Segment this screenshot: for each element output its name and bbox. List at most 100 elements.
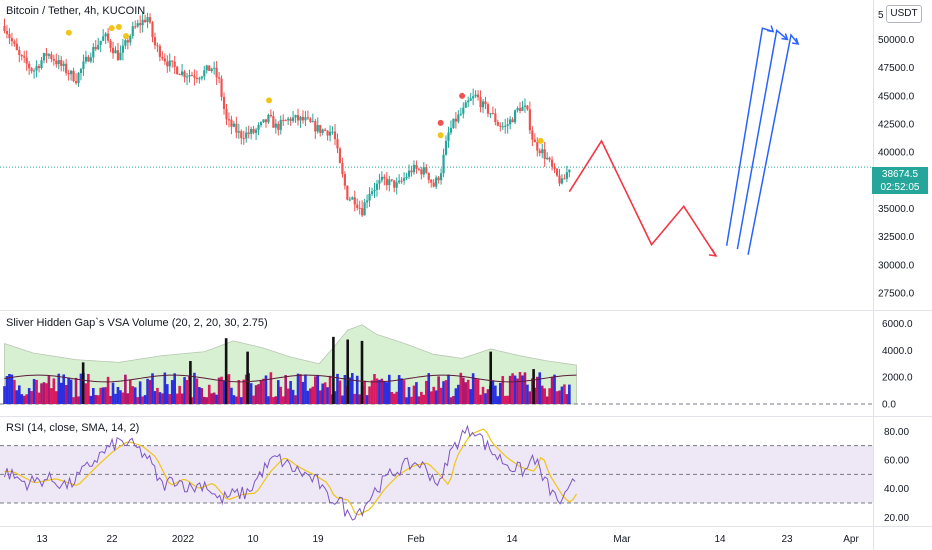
candle-body — [358, 207, 361, 209]
volume-bar — [476, 379, 480, 404]
volume-bar — [272, 397, 275, 404]
volume-bar — [133, 387, 137, 404]
volume-bar — [249, 383, 253, 404]
volume-bar — [503, 395, 507, 404]
volume-bar — [494, 385, 497, 404]
candle-body — [20, 55, 23, 57]
volume-bar — [385, 382, 389, 404]
price-tick-label: 30000.0 — [878, 260, 915, 271]
volume-bar — [291, 389, 295, 404]
candle-body — [299, 116, 302, 121]
volume-bar — [392, 393, 396, 404]
candle-body — [72, 70, 75, 82]
volume-bar — [62, 374, 65, 404]
candle-body — [274, 123, 277, 128]
candle-body — [489, 113, 492, 115]
volume-bar — [350, 373, 354, 404]
volume-bar — [17, 385, 21, 404]
volume-spike-bar — [189, 361, 192, 404]
volume-bar — [254, 385, 258, 404]
volume-bar — [259, 380, 263, 404]
volume-bar — [101, 387, 105, 404]
time-tick-label: Mar — [613, 534, 631, 545]
candle-body — [309, 118, 312, 122]
currency-badge[interactable]: USDT — [886, 5, 922, 23]
candle-body — [375, 183, 379, 190]
volume-bar — [474, 378, 477, 404]
candle-body — [393, 180, 396, 188]
candle-body — [277, 123, 280, 130]
candle-body — [506, 124, 509, 126]
volume-bar — [501, 376, 505, 404]
volume-bar — [375, 378, 379, 404]
volume-bar — [69, 379, 73, 404]
volume-bar — [363, 380, 366, 404]
volume-bar — [215, 394, 218, 404]
candle-body — [148, 17, 152, 23]
candle-body — [121, 45, 124, 53]
volume-bar — [124, 374, 127, 404]
candle-body — [326, 130, 329, 136]
volume-bar — [452, 396, 455, 404]
volume-bar — [276, 380, 280, 404]
candle-body — [435, 177, 438, 187]
volume-bar — [469, 389, 472, 404]
volume-bar — [491, 380, 495, 404]
candle-body — [208, 65, 211, 71]
candle-body — [328, 131, 332, 136]
volume-bar — [232, 395, 236, 404]
time-tick-label: Apr — [843, 534, 859, 545]
candle-body — [383, 176, 386, 179]
candle-body — [560, 178, 564, 184]
candle-body — [449, 127, 453, 133]
candle-body — [321, 129, 324, 133]
candle-body — [439, 173, 443, 181]
candle-body — [35, 66, 38, 71]
candle-body — [195, 77, 198, 79]
volume-bar — [284, 375, 287, 404]
volume-indicator-title[interactable]: Sliver Hidden Gap`s VSA Volume (20, 2, 2… — [6, 317, 268, 329]
volume-bar — [121, 392, 125, 404]
candle-body — [67, 72, 70, 75]
volume-spike-bar — [224, 338, 228, 404]
volume-tick-label: 6000.0 — [882, 319, 913, 330]
volume-bar — [397, 375, 401, 404]
volume-bar — [341, 395, 344, 404]
volume-bar — [205, 397, 209, 404]
volume-bar — [318, 390, 322, 404]
symbol-title[interactable]: Bitcoin / Tether, 4h, KUCOIN — [6, 5, 146, 17]
signal-marker — [108, 25, 115, 32]
candle-body — [398, 180, 401, 183]
rsi-indicator-title[interactable]: RSI (14, close, SMA, 14, 2) — [6, 422, 140, 434]
volume-bar — [30, 391, 33, 404]
volume-bar — [126, 393, 130, 404]
rsi-line — [4, 424, 576, 521]
price-tick-label: 5 — [878, 10, 884, 21]
volume-bar — [131, 386, 135, 404]
candle-body — [146, 17, 149, 23]
volume-bar — [548, 388, 551, 404]
volume-bar — [306, 390, 310, 404]
bar-countdown: 02:52:05 — [880, 182, 920, 193]
time-tick-label: 14 — [714, 534, 726, 545]
volume-bar — [432, 386, 435, 404]
volume-bar — [47, 375, 51, 404]
volume-bar — [454, 388, 458, 404]
volume-bar — [486, 389, 490, 404]
volume-bar — [3, 386, 6, 404]
candle-body — [114, 50, 117, 54]
candle-body — [314, 121, 317, 132]
signal-markers — [65, 24, 544, 144]
candle-body — [176, 66, 179, 75]
candle-body — [3, 25, 6, 31]
candle-body — [215, 67, 218, 78]
volume-bar — [180, 393, 184, 404]
candle-body — [264, 119, 268, 123]
candle-body — [139, 23, 142, 26]
volume-bar — [390, 392, 394, 404]
candle-body — [531, 130, 534, 140]
candle-body — [316, 125, 319, 132]
candle-body — [521, 106, 524, 111]
volume-bar — [230, 387, 233, 404]
